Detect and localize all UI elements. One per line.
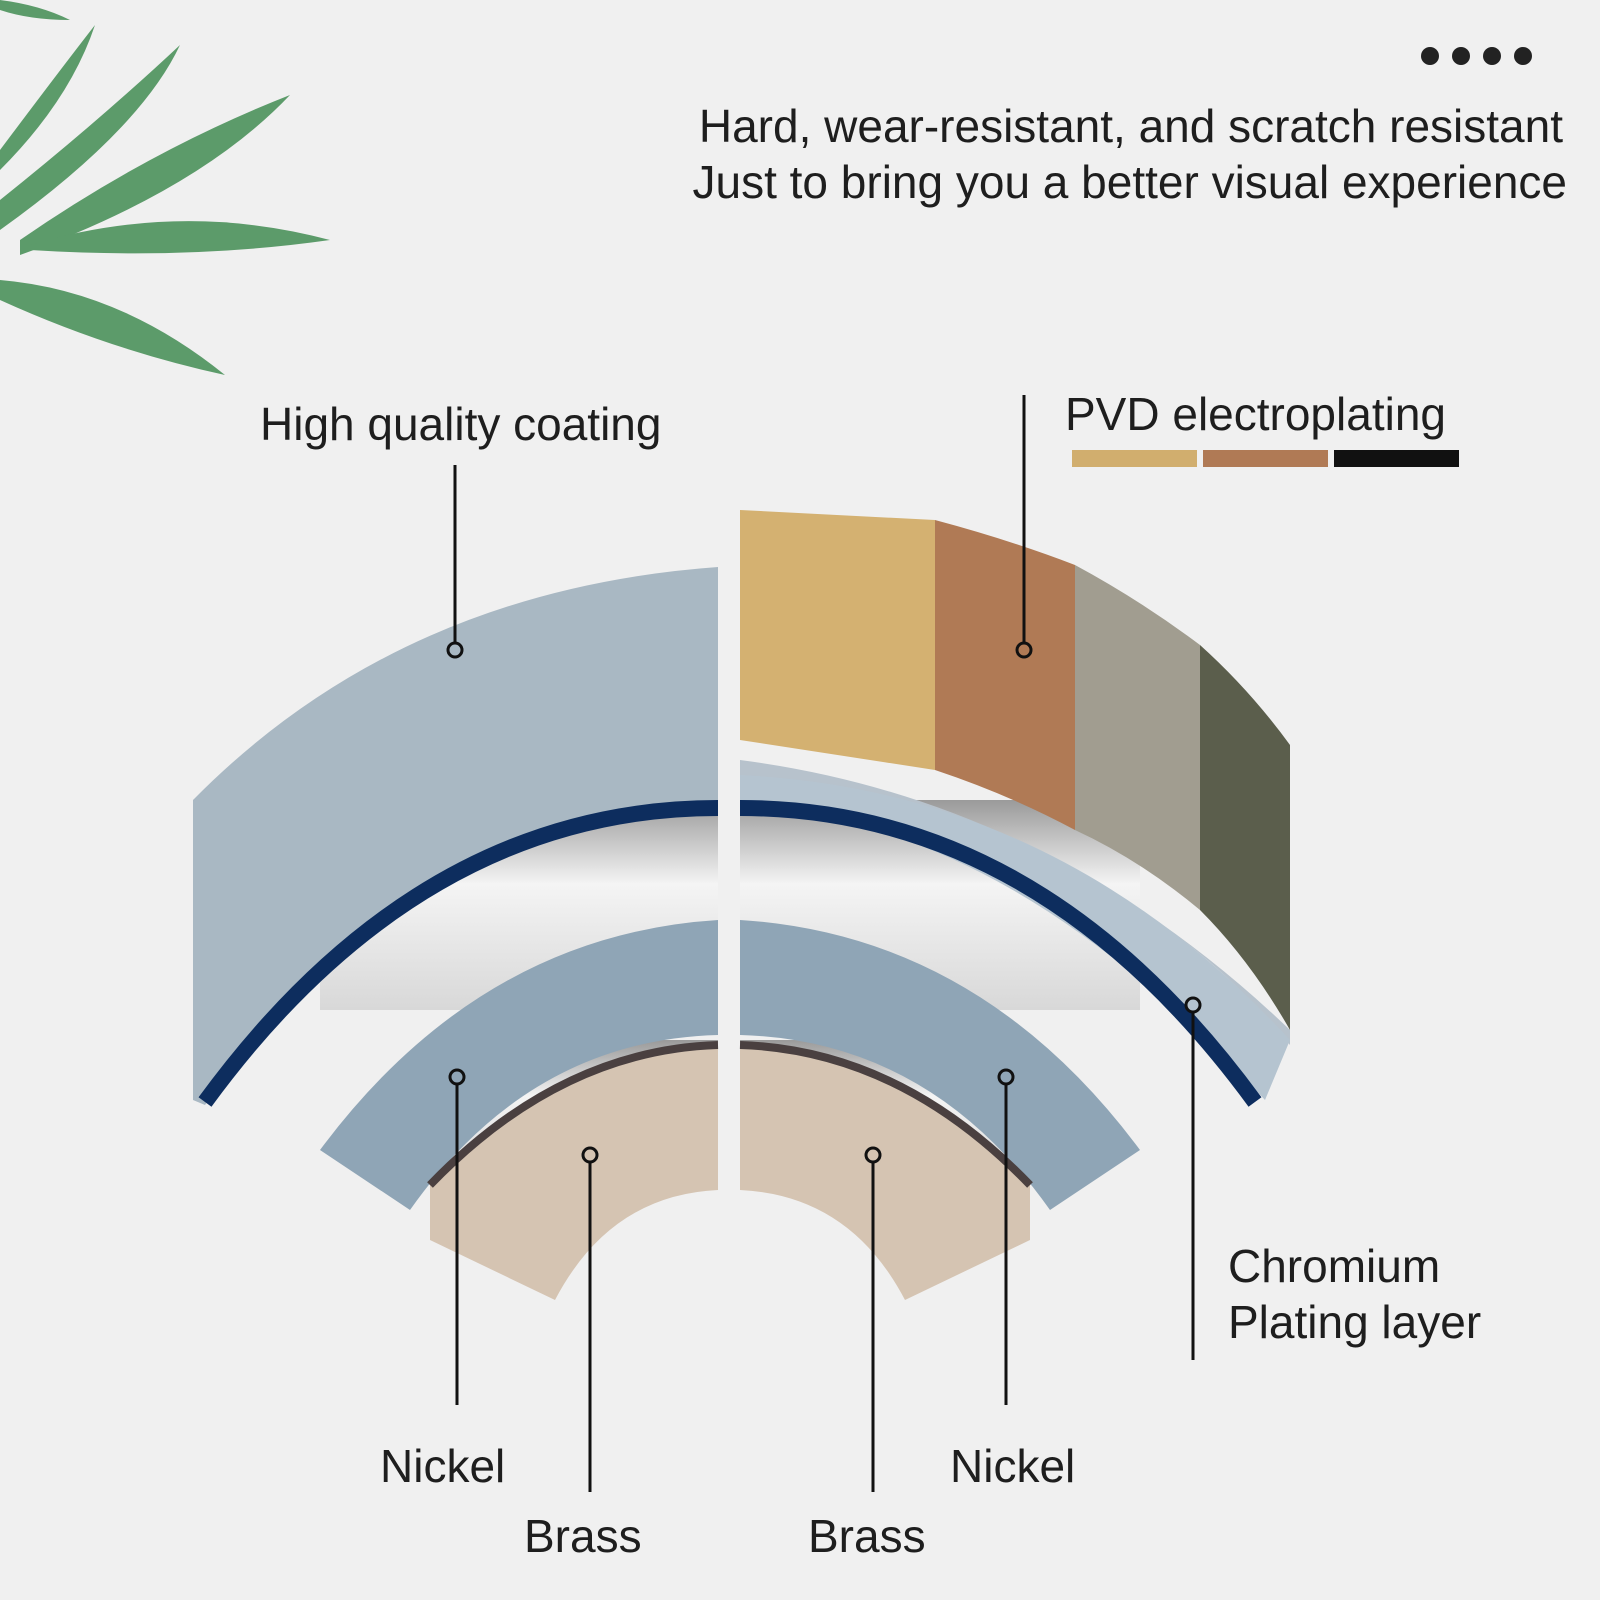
label-chromium: Plating layer [1228,1296,1481,1348]
leader-lines [446,395,1202,1492]
page-dots [1421,47,1532,65]
right-half [739,510,1290,1300]
leaves [0,0,330,375]
label-pvd: PVD electroplating [1065,388,1446,440]
label-nickel: Nickel [380,1440,505,1492]
pvd-color-bars [1072,450,1459,467]
label-brass: Brass [524,1510,642,1562]
header-line: Just to bring you a better visual experi… [693,156,1568,208]
label-brass: Brass [808,1510,926,1562]
label-chromium: Chromium [1228,1240,1440,1292]
header-line: Hard, wear-resistant, and scratch resist… [699,100,1563,152]
label-coating: High quality coating [260,398,661,450]
label-nickel: Nickel [950,1440,1075,1492]
left-half [193,567,719,1300]
